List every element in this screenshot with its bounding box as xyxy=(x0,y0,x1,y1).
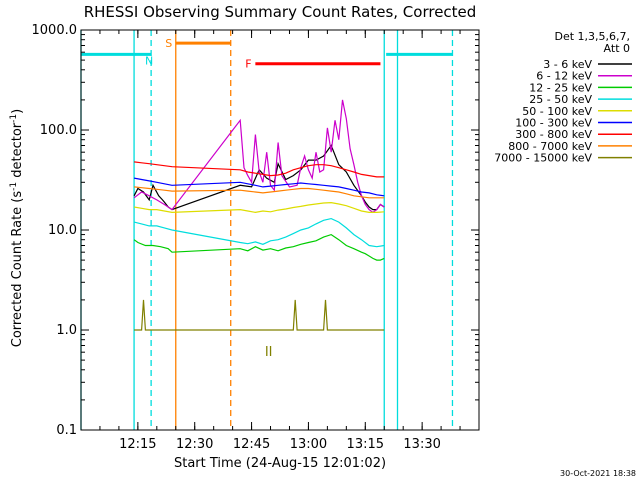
chart-title: RHESSI Observing Summary Count Rates, Co… xyxy=(84,3,477,21)
series-line-7 xyxy=(134,186,385,199)
y-tick-label-1: 1.0 xyxy=(56,323,77,338)
series-line-2 xyxy=(133,233,385,261)
legend-label-4: 50 - 100 keV xyxy=(522,105,592,118)
series-line-0 xyxy=(133,144,385,211)
y-axis-label-end: ) xyxy=(10,109,25,114)
legend-label-6: 300 - 800 keV xyxy=(515,128,592,141)
y-axis-label-mid: detector xyxy=(10,122,25,182)
legend-label-0: 3 - 6 keV xyxy=(543,58,592,71)
legend-label-1: 6 - 12 keV xyxy=(536,70,592,83)
y-tick-label-2: 10.0 xyxy=(48,223,77,238)
x-tick-label-2: 12:45 xyxy=(233,437,270,452)
x-tick-label-4: 13:15 xyxy=(347,437,384,452)
series-line-4 xyxy=(133,201,385,214)
series-line-3 xyxy=(133,217,385,248)
series-line-1 xyxy=(133,99,385,214)
legend-label-5: 100 - 300 keV xyxy=(515,117,592,130)
axes: 12:15 12:30 12:45 13:00 13:15 13:30 0.1 1.0 10.0… xyxy=(32,23,480,452)
status-bar-label-1: N xyxy=(145,54,153,67)
legend-label-7: 800 - 7000 keV xyxy=(508,140,592,153)
legend-label-3: 25 - 50 keV xyxy=(529,93,592,106)
legend-label-8: 7000 - 15000 keV xyxy=(494,152,592,165)
attenuator-annotation: II xyxy=(265,345,273,360)
y-axis-label-main: Corrected Count Rate (s xyxy=(10,191,25,348)
y-tick-label-3: 100.0 xyxy=(40,123,77,138)
x-tick-label-3: 13:00 xyxy=(290,437,327,452)
x-tick-label-0: 12:15 xyxy=(119,437,156,452)
y-axis-label: Corrected Count Rate (s-1 detector-1) xyxy=(9,109,25,347)
status-bar-label-2: S xyxy=(165,37,172,50)
legend-label-2: 12 - 25 keV xyxy=(529,81,592,94)
x-tick-label-5: 13:30 xyxy=(403,437,440,452)
plot-area: NS F II xyxy=(80,30,454,430)
x-axis-label: Start Time (24-Aug-15 12:01:02) xyxy=(174,456,386,471)
x-tick-label-1: 12:30 xyxy=(176,437,213,452)
y-axis-label-sup2: -1 xyxy=(9,114,19,123)
legend-header-line1: Det 1,3,5,6,7, xyxy=(554,30,630,43)
legend-header-line2: Att 0 xyxy=(604,42,630,55)
plot-frame xyxy=(80,29,480,431)
series-line-8 xyxy=(134,299,385,331)
y-tick-label-0: 0.1 xyxy=(56,423,77,438)
y-axis-label-sup1: -1 xyxy=(9,182,19,191)
series-line-6 xyxy=(134,161,385,178)
footer-timestamp: 30-Oct-2021 18:38 xyxy=(560,469,636,478)
status-bar-label-3: F xyxy=(245,58,251,71)
y-tick-label-4: 1000.0 xyxy=(32,23,78,38)
series-line-5 xyxy=(133,177,385,197)
